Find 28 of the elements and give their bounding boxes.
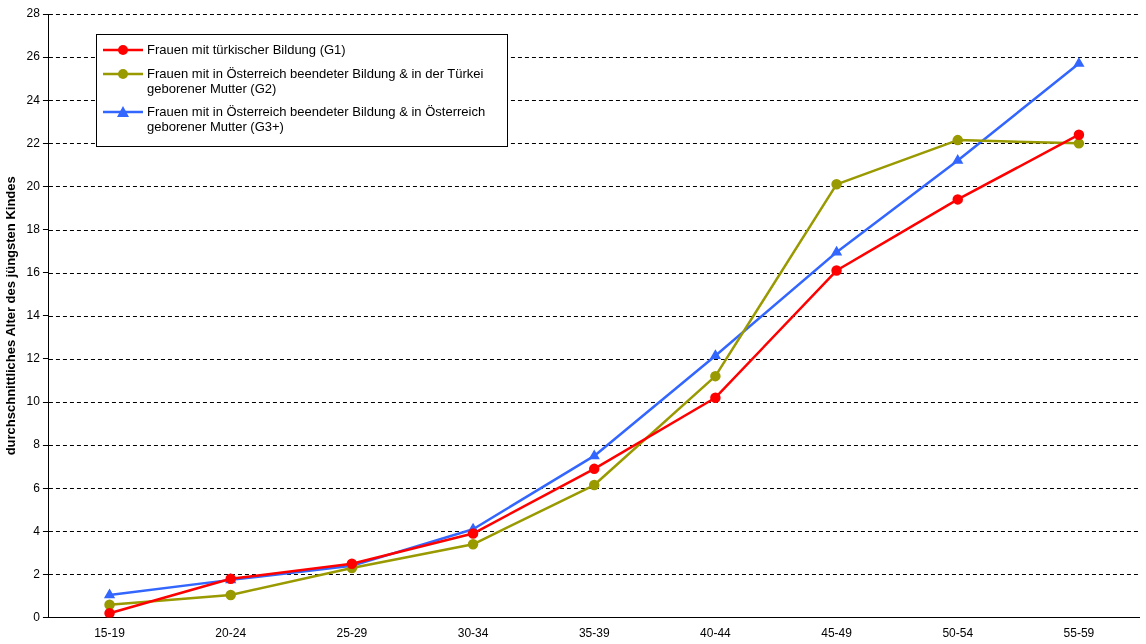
y-tick-label: 22 <box>26 135 41 150</box>
legend-label: Frauen mit türkischer Bildung (G1) <box>147 42 346 57</box>
y-axis-title: durchschnittliches Alter des jüngsten Kindes <box>3 176 19 456</box>
y-tick-label: 6 <box>33 480 41 495</box>
x-tick-label: 55-59 <box>1063 626 1095 641</box>
x-tick-label: 15-19 <box>94 626 126 641</box>
y-tick-label: 2 <box>33 566 41 581</box>
x-tick-label: 45-49 <box>821 626 853 641</box>
x-tick-label: 30-34 <box>457 626 489 641</box>
y-tick-label: 20 <box>26 178 41 193</box>
y-tick-label: 24 <box>26 92 41 107</box>
y-tick-label: 14 <box>26 308 41 323</box>
y-tick-label: 4 <box>33 523 41 538</box>
y-tick-label: 28 <box>26 6 41 21</box>
x-tick-label: 20-24 <box>215 626 247 641</box>
x-tick-label: 50-54 <box>942 626 974 641</box>
y-tick-label: 26 <box>26 49 41 64</box>
y-tick-label: 16 <box>26 265 41 279</box>
legend-label: Frauen mit in Österreich beendeter Bildung & in der Türkei geborener Mutter (G2) <box>147 66 485 96</box>
y-tick-label: 18 <box>26 221 41 236</box>
y-tick-label: 10 <box>26 394 41 409</box>
x-tick-label: 40-44 <box>700 626 732 641</box>
legend-label: Frauen mit in Österreich beendeter Bildung & in Österreich geborener Mutter (G3+) <box>147 104 487 134</box>
y-tick-label: 12 <box>26 351 41 366</box>
x-tick-label: 35-39 <box>578 626 610 641</box>
y-tick-label: 0 <box>33 609 41 624</box>
y-tick-label: 8 <box>33 437 41 452</box>
x-tick-label: 25-29 <box>336 626 368 641</box>
